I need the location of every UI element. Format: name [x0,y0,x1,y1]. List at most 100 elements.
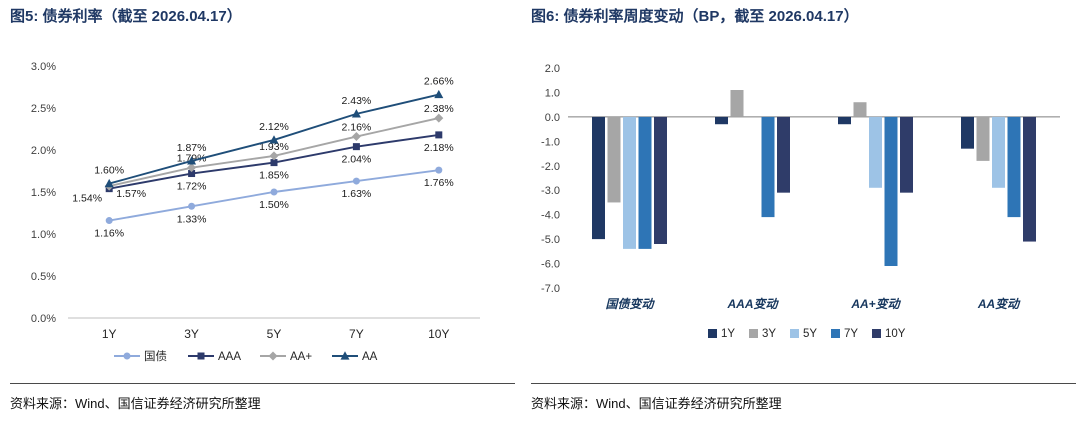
data-label: 1.57% [116,188,146,200]
x-tick-label: 5Y [267,327,282,341]
legend-item: AA [332,351,378,363]
series-marker [435,131,443,139]
y-tick-label: 2.0% [31,145,56,157]
bar [1023,116,1036,242]
x-tick-label: 1Y [102,327,117,341]
series-marker [434,113,444,123]
data-label: 1.63% [342,188,372,200]
y-tick-label: -1.0 [541,136,560,148]
y-tick-label: 1.0 [545,87,560,99]
category-label: 国债变动 [605,297,655,311]
bar [715,116,728,125]
series-marker [105,217,113,225]
y-tick-label: -3.0 [541,185,560,197]
legend-label: AA [362,351,378,363]
series-marker [435,166,443,174]
data-label: 1.60% [94,165,124,177]
bar [961,116,974,149]
bar [992,116,1005,188]
legend-marker [340,351,350,360]
legend-item: 5Y [790,328,817,340]
data-label: 2.43% [342,95,372,107]
legend-label: 5Y [803,328,817,340]
legend-swatch [790,329,799,338]
x-tick-label: 10Y [428,327,449,341]
x-tick-label: 3Y [184,327,199,341]
data-label: 2.04% [342,154,372,166]
data-label: 1.16% [94,228,124,240]
y-tick-label: 1.0% [31,229,56,241]
legend-item: 3Y [749,328,776,340]
data-label: 1.87% [177,142,207,154]
series-marker [104,178,114,188]
series-marker [187,156,197,165]
legend-swatch [831,329,840,338]
legend-label: 1Y [721,328,735,340]
bar [607,116,621,203]
figure5-panel: 图5: 债券利率（截至 2026.04.17） 0.0% 0.5% 1.0% 1.5%… [10,6,515,412]
legend-item: 7Y [831,328,858,340]
legend-item: 1Y [708,328,735,340]
y-tick-label: 2.0 [545,63,560,75]
y-tick-label: 0.5% [31,271,56,283]
y-tick-label: 3.0% [31,61,56,73]
y-tick-label: 2.5% [31,103,56,115]
bond-yield-change-bar-chart: 2.0 1.0 0.0 -1.0 -2.0 -3.0 -4.0 -5.0 -6.0 -7.0 国债变… [541,63,1060,340]
legend-marker [197,352,205,360]
x-tick-label: 7Y [349,327,364,341]
figure5-divider [10,383,515,384]
data-label: 2.38% [424,103,454,115]
data-label: 1.76% [424,177,454,189]
category-label: AA+变动 [850,297,901,311]
legend-marker [268,351,278,361]
bar [761,116,775,218]
category-label: AA变动 [977,297,1021,311]
series-marker [269,151,279,161]
y-tick-label: 1.5% [31,187,56,199]
y-tick-label: -5.0 [541,234,560,246]
series-marker [188,170,196,178]
figure6-title: 图6: 债券利率周度变动（BP，截至 2026.04.17） [531,8,859,25]
series-marker [351,109,361,118]
bar [623,116,636,249]
y-tick-label: -7.0 [541,283,560,295]
bar [730,90,744,117]
bond-yield-line-chart: 0.0% 0.5% 1.0% 1.5% 2.0% 2.5% 3.0% 1Y 3Y 5Y 7Y 10Y 1… [31,61,480,363]
category-label: AAA变动 [727,297,780,311]
bar [976,116,990,161]
legend-label: 7Y [844,328,858,340]
data-label: 2.18% [424,142,454,154]
bar [1007,116,1021,218]
figure5-source: 资料来源：Wind、国信证券经济研究所整理 [10,396,261,411]
legend-item: 10Y [872,328,906,340]
y-tick-label: 0.0 [545,112,560,124]
figure6-panel: 图6: 债券利率周度变动（BP，截至 2026.04.17） 2.0 1.0 0.0… [531,6,1076,412]
bar [638,116,652,249]
bar [592,116,605,240]
bar [838,116,851,125]
y-tick-label: 0.0% [31,313,56,325]
bar [777,116,790,193]
figure5-title: 图5: 债券利率（截至 2026.04.17） [10,8,242,25]
data-label: 2.16% [342,122,372,134]
legend-swatch [872,329,881,338]
series-marker [270,188,278,196]
legend-label: AA+ [290,351,312,363]
data-label: 2.66% [424,76,454,88]
data-label: 1.50% [259,199,289,211]
series-marker [434,89,444,99]
legend-label: 3Y [762,328,776,340]
series-marker [351,132,361,142]
data-label: 1.33% [177,213,207,225]
y-tick-label: -6.0 [541,259,560,271]
series-marker [269,135,279,144]
legend-label: AAA [218,351,241,363]
legend-swatch [749,329,758,338]
bar [853,102,867,117]
series-marker [352,177,360,185]
data-label: 2.12% [259,121,289,133]
legend-item: AA+ [260,351,312,363]
y-tick-label: -4.0 [541,210,560,222]
series-marker [188,202,196,210]
data-label: 1.85% [259,170,289,182]
